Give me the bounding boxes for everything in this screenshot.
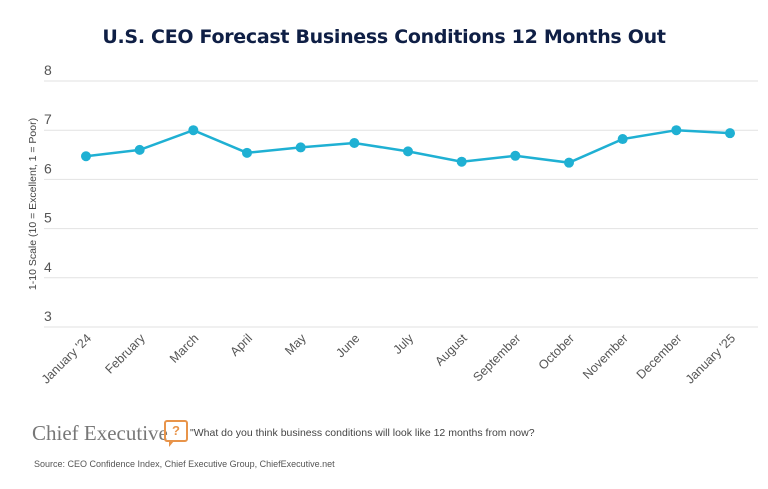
x-tick-label: November — [580, 331, 631, 382]
x-tick-label: October — [536, 331, 577, 372]
x-tick-label: December — [634, 331, 685, 382]
question-bubble-icon: ? — [164, 420, 188, 447]
data-point — [134, 144, 145, 155]
x-tick-label: March — [167, 331, 201, 365]
source-note: Source: CEO Confidence Index, Chief Exec… — [34, 459, 335, 469]
chart-title: U.S. CEO Forecast Business Conditions 12… — [102, 26, 666, 48]
data-point — [349, 137, 360, 148]
y-axis-label: 1-10 Scale (10 = Excellent, 1 = Poor) — [27, 118, 39, 290]
line-chart: 1-10 Scale (10 = Excellent, 1 = Poor) 3 4… — [27, 62, 758, 387]
data-point — [671, 125, 682, 136]
data-point — [564, 157, 574, 168]
survey-question: "What do you think business conditions w… — [190, 427, 535, 439]
x-tick-label: February — [103, 331, 149, 377]
y-tick-label: 6 — [44, 160, 52, 176]
data-point — [725, 128, 735, 139]
chief-executive-logo: Chief Executive — [32, 421, 168, 445]
data-point — [295, 142, 306, 153]
data-point — [242, 147, 252, 158]
y-tick-label: 3 — [44, 308, 52, 324]
x-tick-label: September — [470, 331, 523, 384]
data-point — [188, 125, 199, 136]
x-tick-label: July — [390, 331, 416, 357]
data-point — [81, 151, 91, 162]
x-tick-label: May — [282, 331, 309, 358]
y-tick-label: 5 — [44, 210, 52, 226]
data-point — [456, 156, 467, 167]
data-point — [510, 150, 521, 161]
y-tick-label: 8 — [44, 62, 52, 78]
x-tick-label: April — [228, 331, 256, 359]
x-tick-label: August — [432, 331, 470, 369]
x-tick-label: January '24 — [39, 331, 94, 386]
x-tick-label: June — [333, 331, 362, 360]
y-tick-label: 7 — [44, 111, 52, 127]
x-tick-label: January '25 — [683, 331, 738, 386]
data-point — [403, 146, 413, 157]
y-tick-label: 4 — [44, 259, 52, 275]
data-point — [617, 134, 628, 145]
